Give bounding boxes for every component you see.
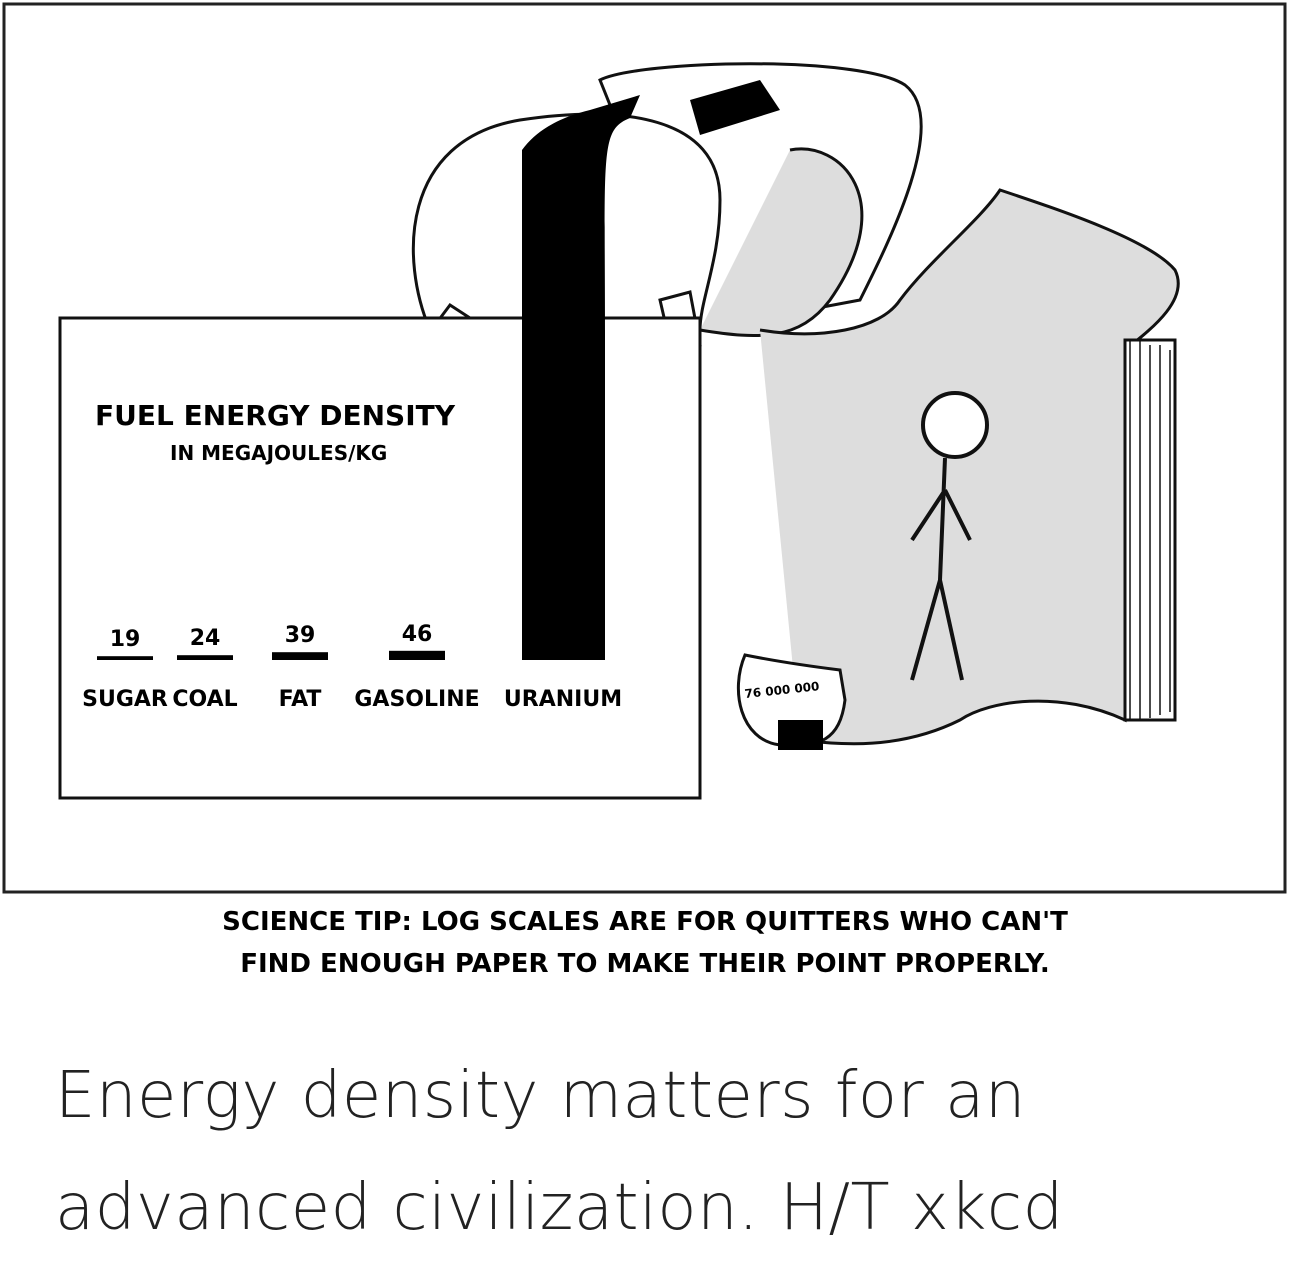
uranium-bar-loop [690, 80, 780, 135]
value-label-gasoline: 46 [402, 622, 433, 647]
value-label-coal: 24 [190, 626, 221, 651]
category-label-fat: FAT [279, 687, 322, 712]
science-tip-line1: SCIENCE TIP: LOG SCALES ARE FOR QUITTERS… [222, 907, 1068, 937]
caption-line-1: Energy density matters for an [55, 1059, 1026, 1133]
caption-line-2: advanced civilization. H/T xkcd [55, 1171, 1064, 1245]
chart-title-group: FUEL ENERGY DENSITY IN MEGAJOULES/KG [95, 399, 456, 465]
post-caption: Energy density matters for an advanced c… [55, 1040, 1255, 1264]
paper-scroll [411, 62, 1180, 750]
xkcd-comic: FUEL ENERGY DENSITY IN MEGAJOULES/KG 19 S… [2, 2, 1287, 979]
chart-subtitle: IN MEGAJOULES/KG [170, 441, 387, 465]
chart-title: FUEL ENERGY DENSITY [95, 399, 456, 432]
science-tip-line2: FIND ENOUGH PAPER TO MAKE THEIR POINT PR… [240, 949, 1050, 979]
bar-gasoline [389, 650, 445, 660]
uranium-bar-overflow [522, 95, 640, 340]
category-label-uranium: URANIUM [504, 687, 622, 712]
bar-series: 19 SUGAR 24 COAL 39 FAT 46 GASOLINE URANIUM [82, 330, 622, 712]
bar-fat [272, 652, 328, 660]
bar-coal [177, 655, 233, 660]
bar-uranium [522, 330, 605, 660]
category-label-sugar: SUGAR [82, 687, 168, 712]
value-label-sugar: 19 [110, 627, 141, 652]
value-label-fat: 39 [285, 623, 316, 648]
category-label-gasoline: GASOLINE [354, 687, 479, 712]
category-label-coal: COAL [172, 687, 237, 712]
stick-figure [910, 391, 989, 681]
bar-sugar [97, 656, 153, 660]
science-tip: SCIENCE TIP: LOG SCALES ARE FOR QUITTERS… [222, 907, 1068, 979]
